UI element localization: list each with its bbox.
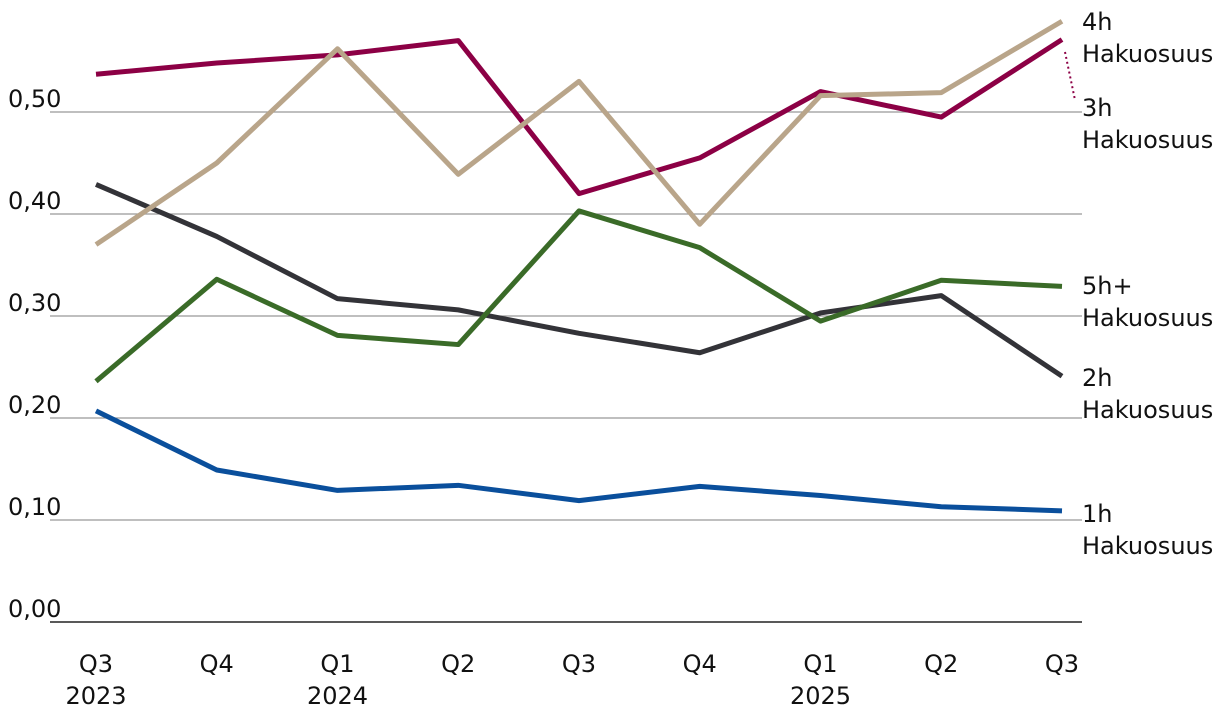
x-tick-label: Q3	[561, 650, 597, 678]
x-tick-label: Q2	[441, 650, 476, 678]
x-tick-label: Q4	[682, 650, 717, 678]
x-tick-label: Q1 2025	[789, 650, 852, 710]
series-label: 1h Hakuosuus	[1082, 500, 1214, 560]
series-label: 2h Hakuosuus	[1082, 364, 1214, 424]
label-connector	[1064, 51, 1076, 101]
x-tick-label: Q1 2024	[306, 650, 369, 710]
y-tick-label: 0,40	[8, 187, 61, 215]
y-tick-label: 0,30	[8, 289, 61, 317]
series-line	[94, 19, 1064, 247]
series-label: 5h+ Hakuosuus	[1082, 272, 1214, 332]
y-tick-label: 0,10	[8, 493, 61, 521]
x-tick-label: Q4	[199, 650, 234, 678]
series-line	[95, 182, 1064, 379]
series-line	[94, 408, 1063, 514]
series-line	[94, 208, 1063, 384]
x-tick-label: Q3 2023	[65, 650, 127, 710]
y-tick-label: 0,20	[8, 391, 61, 419]
series-label: 3h Hakuosuus	[1082, 94, 1214, 154]
x-tick-label: Q2	[924, 650, 959, 678]
series-label: 4h Hakuosuus	[1082, 8, 1214, 68]
y-tick-label: 0,50	[8, 85, 61, 113]
series-line	[95, 37, 1064, 197]
y-tick-label: 0,00	[8, 595, 61, 623]
x-tick-label: Q3	[1044, 650, 1080, 678]
